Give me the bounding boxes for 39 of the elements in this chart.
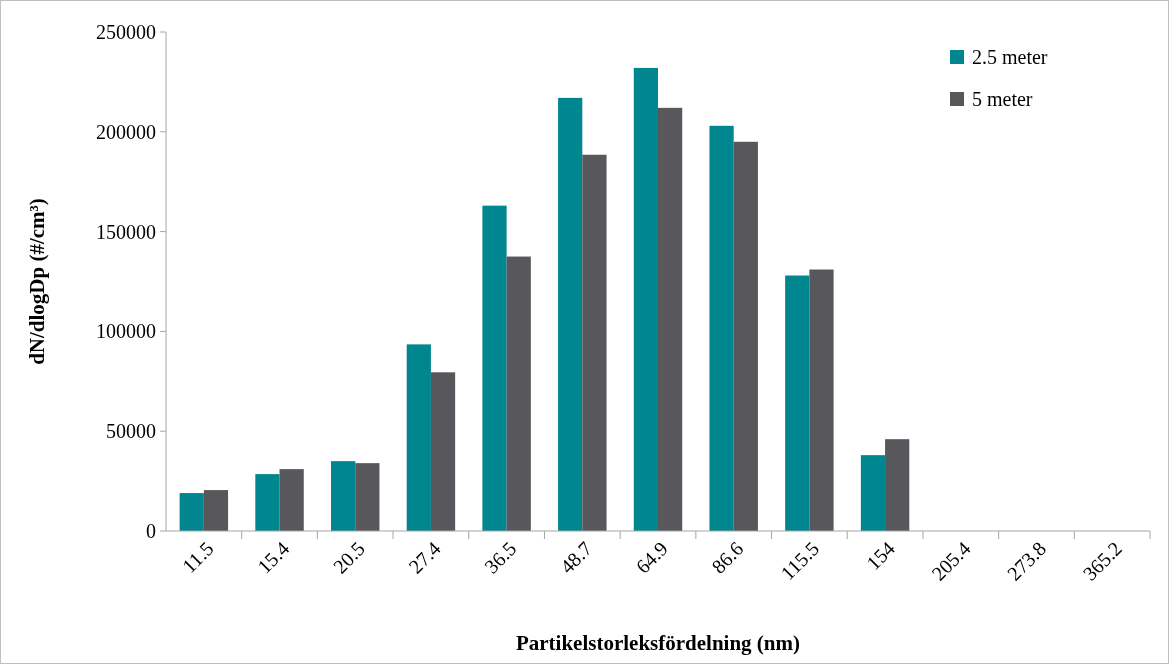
bar <box>558 97 583 531</box>
bar <box>203 490 229 531</box>
x-tick-label: 36.5 <box>480 537 521 578</box>
x-tick-label: 86.6 <box>707 537 748 578</box>
bar <box>633 67 658 531</box>
x-tick-label: 48.7 <box>555 537 597 578</box>
bar <box>885 439 910 531</box>
x-tick-label: 20.5 <box>328 537 370 578</box>
bar <box>733 141 758 531</box>
bar <box>482 205 507 531</box>
x-tick-label: 27.4 <box>404 537 445 578</box>
y-tick-label: 0 <box>146 520 156 542</box>
y-tick-label: 50000 <box>106 420 156 443</box>
y-tick-label: 150000 <box>96 220 156 243</box>
y-tick-label: 250000 <box>96 21 156 43</box>
bar <box>179 493 204 531</box>
bar <box>279 469 304 531</box>
bar <box>709 125 734 531</box>
x-axis-title: Partikelstorleksfördelning (nm) <box>515 631 801 655</box>
x-tick-label: 15.4 <box>253 537 294 578</box>
bar <box>406 344 431 531</box>
bar <box>860 455 886 531</box>
x-tick-label: 11.5 <box>177 537 218 578</box>
x-tick-label: 64.9 <box>631 537 672 578</box>
x-tick-label: 154 <box>862 537 899 574</box>
bar <box>430 372 456 531</box>
bar <box>255 474 280 531</box>
legend-label: 2.5 meter <box>972 46 1048 68</box>
bar <box>809 269 834 531</box>
bar <box>658 107 683 531</box>
y-tick-label: 100000 <box>96 320 156 343</box>
bar <box>331 461 356 531</box>
bar <box>582 154 607 531</box>
y-axis-title: dN/dlogDp (#/cm³) <box>25 198 49 365</box>
bar <box>506 256 531 531</box>
legend-label: 5 meter <box>972 88 1033 110</box>
y-tick-label: 200000 <box>96 120 156 143</box>
bar <box>785 275 810 531</box>
bar <box>355 463 380 531</box>
